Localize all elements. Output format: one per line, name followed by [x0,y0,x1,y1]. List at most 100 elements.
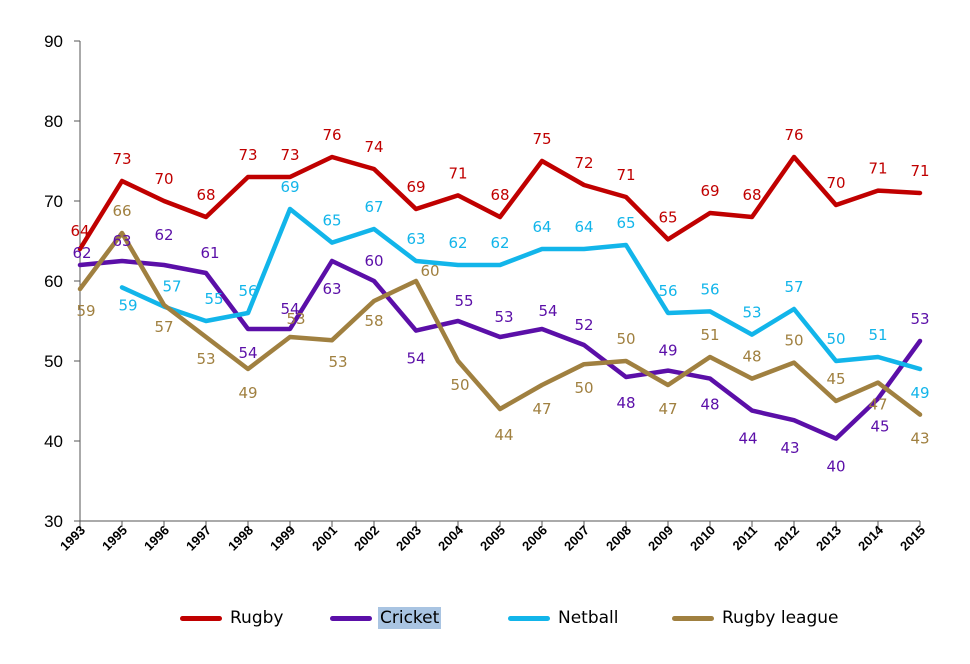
data-label-netball: 56 [700,280,719,298]
data-label-cricket: 48 [700,396,719,414]
data-label-cricket: 43 [780,439,799,457]
data-label-netball: 56 [658,282,677,300]
data-label-rugby: 72 [574,154,593,172]
data-label-rugby: 75 [532,130,551,148]
x-tick-label: 2001 [309,523,340,554]
x-tick-label: 1999 [267,523,298,554]
legend-label-rugby-league: Rugby league [722,608,839,628]
data-label-rugby-league: 49 [238,384,257,402]
series-line-rugby [77,154,923,252]
data-label-rugby: 69 [700,182,719,200]
legend-swatch-rugby-league [672,615,714,621]
data-label-rugby-league: 50 [784,332,803,350]
data-label-rugby-league: 43 [910,430,929,448]
data-label-rugby: 73 [280,146,299,164]
x-tick-label: 1997 [183,523,214,554]
legend-label-rugby: Rugby [230,608,284,628]
data-label-cricket: 52 [574,316,593,334]
data-label-rugby-league: 45 [826,370,845,388]
data-label-rugby-league: 60 [420,262,439,280]
x-tick-label: 2011 [730,523,761,554]
data-label-rugby: 73 [112,150,131,168]
x-tick-label: 2014 [855,522,887,554]
data-label-rugby-league: 59 [76,302,95,320]
x-tick-label: 2010 [687,523,718,554]
legend-swatch-netball [508,615,550,621]
data-label-rugby: 68 [742,186,761,204]
data-label-rugby-league: 50 [574,379,593,397]
data-label-cricket: 53 [494,308,513,326]
data-label-cricket: 54 [406,350,425,368]
data-label-rugby-league: 58 [364,312,383,330]
legend-label-cricket: Cricket [378,607,442,629]
data-label-cricket: 63 [112,232,131,250]
y-tick-label: 70 [44,192,63,211]
x-tick-label: 2006 [519,523,550,554]
data-label-cricket: 40 [826,458,845,476]
data-label-rugby-league: 53 [196,350,215,368]
data-label-rugby-league: 66 [112,202,131,220]
series-line-rugby-league [77,230,923,417]
data-label-rugby-league: 47 [532,400,551,418]
y-tick-label: 40 [44,432,63,451]
x-tick-label: 1998 [225,523,256,554]
legend-item-cricket: Cricket [330,604,442,632]
data-label-netball: 69 [280,178,299,196]
data-label-cricket: 55 [454,292,473,310]
data-label-netball: 50 [826,330,845,348]
data-label-rugby: 71 [868,160,887,178]
y-axis: 30 40 50 60 70 80 90 [44,32,81,531]
data-label-cricket: 44 [738,430,757,448]
data-label-netball: 57 [162,278,181,296]
data-label-netball: 56 [238,282,257,300]
data-label-netball: 51 [868,326,887,344]
legend-swatch-rugby [180,615,222,621]
data-label-netball: 65 [322,212,341,230]
x-tick-label: 2013 [813,523,844,554]
data-label-rugby-league: 53 [286,310,305,328]
data-label-rugby: 74 [364,138,383,156]
data-label-netball: 59 [118,296,137,314]
legend-item-netball: Netball [508,604,621,632]
y-tick-label: 90 [44,32,63,51]
x-tick-label: 2003 [393,523,424,554]
data-label-rugby: 65 [658,208,677,226]
data-label-rugby: 71 [616,166,635,184]
data-label-rugby: 76 [322,126,341,144]
series-line-netball [119,206,923,372]
data-label-netball: 57 [784,278,803,296]
data-label-cricket: 54 [538,302,557,320]
data-label-rugby-league: 44 [494,426,513,444]
y-tick-label: 30 [44,512,63,531]
data-label-rugby-league: 50 [616,330,635,348]
data-label-rugby-league: 47 [658,400,677,418]
data-label-rugby: 71 [910,162,929,180]
data-label-rugby-league: 50 [450,376,469,394]
x-tick-label: 2009 [645,523,676,554]
data-label-netball: 49 [910,384,929,402]
data-label-cricket: 45 [870,418,889,436]
x-tick-label: 1995 [99,523,130,554]
data-label-netball: 62 [490,234,509,252]
data-label-cricket: 54 [238,344,257,362]
data-label-netball: 53 [742,304,761,322]
data-label-netball: 63 [406,230,425,248]
data-label-cricket: 62 [72,244,91,262]
data-label-rugby: 68 [490,186,509,204]
x-tick-label: 2004 [435,522,467,554]
legend-item-rugby-league: Rugby league [672,604,841,632]
x-tick-label: 2007 [561,523,592,554]
data-label-netball: 64 [532,218,551,236]
data-label-netball: 65 [616,214,635,232]
data-label-cricket: 61 [200,244,219,262]
data-label-rugby: 69 [406,178,425,196]
y-tick-label: 60 [44,272,63,291]
data-label-rugby-league: 47 [868,396,887,414]
data-label-rugby: 68 [196,186,215,204]
y-tick-label: 80 [44,112,63,131]
y-tick-label: 50 [44,352,63,371]
legend-label-netball: Netball [558,608,619,628]
x-tick-label: 2012 [771,523,802,554]
x-axis: 1993 1995 1996 1997 1998 1999 2001 2002 2003 2004… [57,520,928,554]
data-label-cricket: 63 [322,280,341,298]
